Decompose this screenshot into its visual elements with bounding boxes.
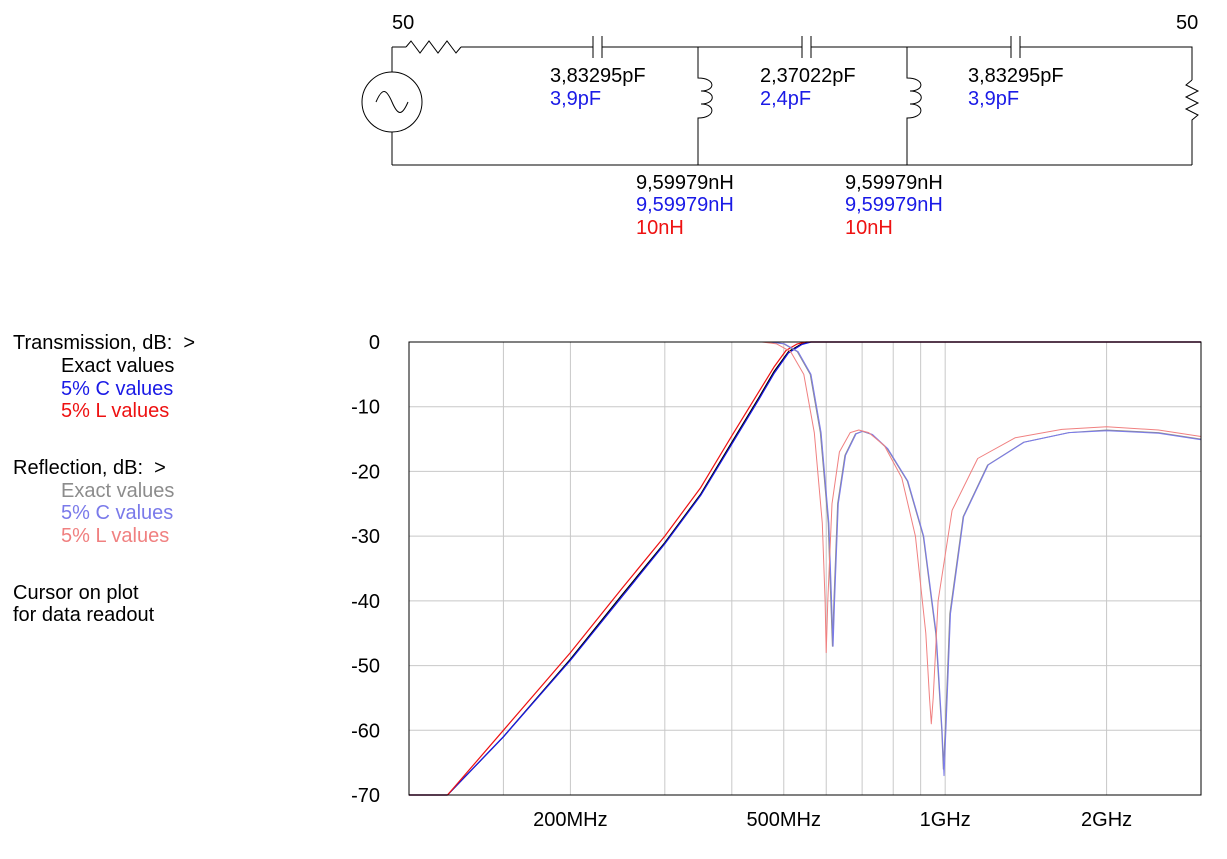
- legend-transmission-c5: 5% C values: [61, 378, 174, 400]
- inductor-l2: [906, 47, 922, 165]
- x-tick-label: 200MHz: [533, 809, 607, 831]
- cursor-hint-line1: Cursor on plot: [13, 582, 139, 604]
- y-tick-label: -10: [351, 397, 380, 419]
- series-line-2: [409, 341, 1201, 796]
- top-wire: [392, 46, 1193, 80]
- y-tick-label: -40: [351, 591, 380, 613]
- l2-exact-label: 9,59979nH: [845, 172, 943, 194]
- c3-exact-label: 3,83295pF: [968, 65, 1064, 87]
- series-line-3: [409, 341, 1202, 770]
- l2-l5-label: 10nH: [845, 217, 893, 239]
- x-tick-label: 2GHz: [1081, 809, 1132, 831]
- legend-transmission-l5: 5% L values: [61, 400, 170, 422]
- series-line-5: [409, 341, 1202, 725]
- source-resistor: [405, 40, 462, 54]
- source-impedance-label: 50: [392, 12, 415, 34]
- y-tick-label: -60: [351, 720, 380, 742]
- cursor-hint-line2: for data readout: [13, 604, 155, 626]
- grid-lines: [409, 341, 1201, 796]
- c2-exact-label: 2,37022pF: [760, 65, 856, 87]
- y-tick-label: -30: [351, 526, 380, 548]
- legend-reflection-l5: 5% L values: [61, 525, 170, 547]
- plot-frame: [408, 341, 1202, 796]
- reflection-legend-title[interactable]: Reflection, dB: >: [13, 457, 166, 479]
- series-line-0: [409, 341, 1201, 796]
- plot-series: [409, 341, 1202, 796]
- load-resistor: [1184, 79, 1200, 165]
- c1-c5-label: 3,9pF: [550, 88, 602, 110]
- capacitor-c3: [1010, 36, 1021, 58]
- legend-transmission-exact: Exact values: [61, 355, 175, 377]
- legend-reflection-exact: Exact values: [61, 480, 175, 502]
- x-tick-label: 500MHz: [747, 809, 821, 831]
- inductor-l1: [697, 47, 713, 165]
- l1-exact-label: 9,59979nH: [636, 172, 734, 194]
- y-tick-label: -50: [351, 656, 380, 678]
- transmission-legend-title[interactable]: Transmission, dB: >: [13, 332, 196, 354]
- filter-schematic: [361, 36, 1200, 166]
- load-impedance-label: 50: [1176, 12, 1199, 34]
- y-tick-label: -70: [351, 785, 380, 807]
- l2-c5-label: 9,59979nH: [845, 194, 943, 216]
- series-line-1: [409, 341, 1201, 796]
- y-tick-label: 0: [369, 332, 380, 354]
- axis-ticks: 0 -10 -20 -30 -40 -50 -60 -70 200MHz 500MHz 1GHz 2G…: [351, 332, 1132, 831]
- capacitor-c1: [592, 36, 603, 58]
- ac-source-icon: [361, 71, 423, 133]
- c3-c5-label: 3,9pF: [968, 88, 1020, 110]
- legend-reflection-c5: 5% C values: [61, 502, 174, 524]
- capacitor-c2: [801, 36, 812, 58]
- c1-exact-label: 3,83295pF: [550, 65, 646, 87]
- series-line-4: [409, 341, 1202, 777]
- l1-c5-label: 9,59979nH: [636, 194, 734, 216]
- l1-l5-label: 10nH: [636, 217, 684, 239]
- c2-c5-label: 2,4pF: [760, 88, 812, 110]
- x-tick-label: 1GHz: [920, 809, 971, 831]
- y-tick-label: -20: [351, 461, 380, 483]
